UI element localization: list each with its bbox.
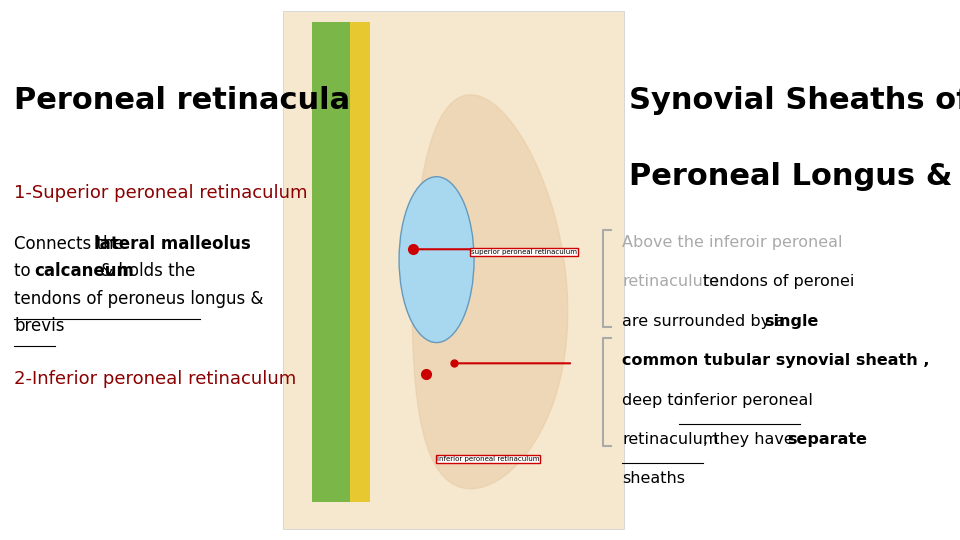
Text: separate: separate [787, 432, 867, 447]
FancyBboxPatch shape [283, 11, 624, 529]
Text: tendons of peronei: tendons of peronei [703, 274, 854, 289]
Text: inferior peroneal: inferior peroneal [679, 393, 812, 408]
FancyBboxPatch shape [350, 22, 370, 502]
Text: , they have: , they have [703, 432, 799, 447]
Ellipse shape [399, 177, 474, 342]
Text: lateral malleolus: lateral malleolus [94, 235, 251, 253]
Text: Peroneal Longus & Brevis:: Peroneal Longus & Brevis: [629, 162, 960, 191]
Text: brevis: brevis [14, 318, 65, 335]
Text: Peroneal retinacula: Peroneal retinacula [14, 86, 350, 116]
Text: deep to: deep to [622, 393, 688, 408]
Text: 1-Superior peroneal retinaculum: 1-Superior peroneal retinaculum [14, 184, 308, 201]
Text: common tubular synovial sheath ,: common tubular synovial sheath , [622, 353, 929, 368]
Text: Connects the: Connects the [14, 235, 130, 253]
Text: superior peroneal retinaculum: superior peroneal retinaculum [470, 249, 577, 255]
Text: retinaculum: retinaculum [622, 432, 719, 447]
Text: are surrounded by a: are surrounded by a [622, 314, 790, 329]
Text: single: single [764, 314, 819, 329]
FancyBboxPatch shape [312, 22, 360, 502]
Text: Above the inferoir peroneal: Above the inferoir peroneal [622, 235, 843, 250]
Text: tendons of peroneus longus &: tendons of peroneus longus & [14, 290, 264, 308]
Text: calcaneum: calcaneum [35, 262, 134, 280]
Polygon shape [413, 95, 567, 489]
Text: 2-Inferior peroneal retinaculum: 2-Inferior peroneal retinaculum [14, 370, 297, 388]
Text: to: to [14, 262, 36, 280]
Text: sheaths: sheaths [622, 471, 685, 487]
Text: inferior peroneal retinaculum: inferior peroneal retinaculum [437, 456, 540, 462]
Text: Synovial Sheaths of: Synovial Sheaths of [629, 86, 960, 116]
Text: & holds the: & holds the [95, 262, 196, 280]
Text: retinaculum: retinaculum [622, 274, 719, 289]
